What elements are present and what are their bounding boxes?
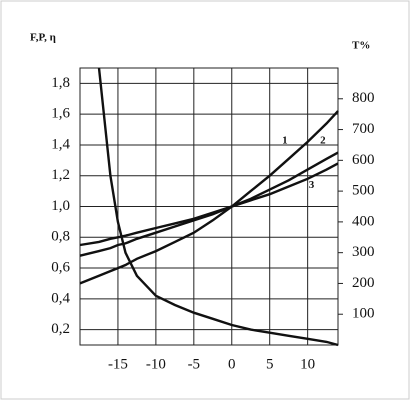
series-label: 2 (320, 134, 326, 146)
x-tick-label: 5 (266, 356, 274, 372)
y-tick-label: 1,2 (51, 167, 70, 183)
series-label: 1 (282, 134, 288, 146)
y-tick-label: 0,8 (51, 229, 70, 245)
x-tick-label: -10 (146, 356, 166, 372)
y-tick-label: 1,6 (51, 106, 70, 122)
y-tick-label: 1,0 (51, 198, 70, 214)
y2-tick-label: 300 (352, 244, 375, 260)
series-label: 3 (309, 179, 315, 191)
x-tick-label: 10 (300, 356, 315, 372)
y-axis-label: F,P, η (30, 32, 56, 44)
y2-tick-label: 100 (352, 306, 375, 322)
x-tick-label: 0 (228, 356, 236, 372)
y2-tick-label: 800 (352, 90, 375, 106)
line-series (79, 151, 339, 257)
y-tick-label: 0,4 (51, 290, 70, 306)
x-tick-label: -15 (108, 356, 128, 372)
x-tick-label: -5 (188, 356, 201, 372)
y2-tick-label: 200 (352, 275, 375, 291)
y2-axis-label: T% (352, 40, 370, 52)
line-series (97, 67, 339, 347)
y-tick-label: 0,2 (51, 321, 70, 337)
y-tick-label: 1,4 (51, 136, 70, 152)
y2-tick-label: 600 (352, 152, 375, 168)
y2-tick-label: 500 (352, 183, 375, 199)
y-tick-label: 0,6 (51, 259, 70, 275)
y2-tick-label: 700 (352, 121, 375, 137)
y-tick-label: 1,8 (51, 75, 70, 91)
y2-tick-label: 400 (352, 213, 375, 229)
line-series (79, 162, 339, 247)
line-series (79, 110, 339, 285)
